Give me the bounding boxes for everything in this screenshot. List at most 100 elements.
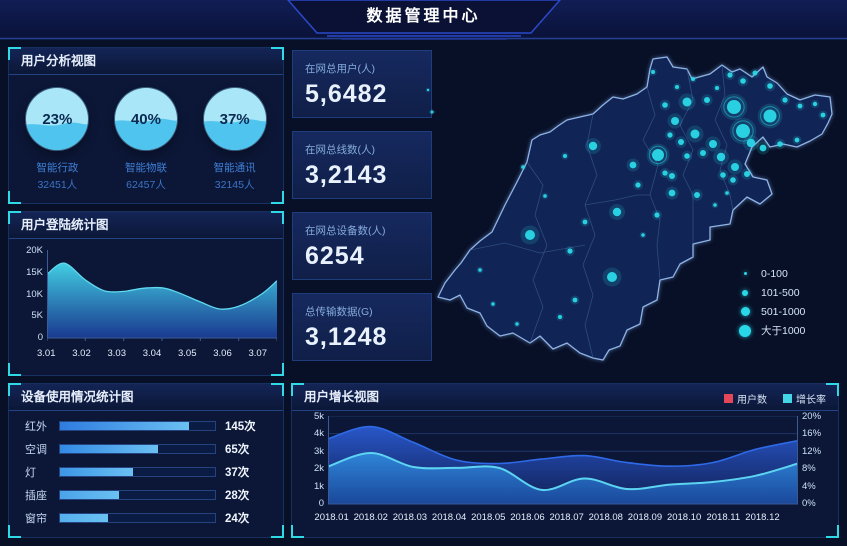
map-bubble (740, 78, 746, 84)
device-bar-label: 窗帘 (25, 512, 47, 525)
x-axis-tick-label: 2018.03 (392, 512, 428, 523)
map-bubble (629, 161, 637, 169)
x-axis-tick-label: 3.05 (178, 348, 197, 359)
x-axis-tick-label: 3.03 (107, 348, 127, 359)
map-bubble (794, 137, 800, 143)
corner-decoration (271, 525, 284, 538)
map-bubble (763, 109, 777, 123)
y-axis-tick-label: 0% (802, 497, 816, 509)
map-bubble (572, 297, 578, 303)
map-bubble (727, 72, 733, 78)
y-axis-tick-label: 4k (313, 428, 324, 440)
map-bubble (651, 70, 655, 74)
gauge-label: 智能通讯 (213, 162, 256, 174)
device-bar-label: 插座 (25, 489, 47, 502)
device-bar-track (59, 489, 216, 500)
bubble-size-dot (740, 307, 750, 316)
login-chart-plot (47, 250, 277, 341)
y-axis-tick-label: 0 (318, 497, 324, 509)
liquid-gauge: 40% 智能物联 62457人 (106, 88, 186, 192)
stat-card-total-devices: 在网总设备数(人) 6254 (292, 212, 432, 280)
map-bubble (709, 140, 717, 148)
corner-decoration (291, 525, 304, 538)
gauge-wave (203, 119, 266, 150)
map-bubble (700, 150, 706, 156)
stat-label: 在网总设备数(人) (305, 225, 386, 237)
map-bubble (715, 86, 719, 90)
y-axis-tick-label: 0 (37, 332, 43, 343)
login-area-chart: 20K 15K 10K 5K 0 3.01 3.02 3.03 3.04 3.05 3.06 3.0… (17, 245, 277, 369)
x-axis-tick-label: 2018.04 (431, 512, 467, 523)
map-bubble (797, 103, 803, 109)
stat-card-total-lines: 在网总线数(人) 3,2143 (292, 131, 432, 199)
map-bubble (612, 207, 622, 217)
map-bubble (478, 268, 482, 272)
map-bubble (607, 272, 617, 282)
device-bar-list: 红外 145次 空调 65次 灯 37次 插座 28次 窗帘 (25, 414, 271, 529)
panel-login-stats: 用户登陆统计图 20K 15K 10K 5K 0 3.01 3.02 3.03 3.04 3.0… (8, 211, 284, 376)
map-bubble (744, 171, 750, 177)
x-axis-tick-label: 2018.02 (353, 512, 388, 523)
map-bubble (691, 77, 695, 81)
x-axis-tick-label: 3.07 (248, 348, 268, 359)
x-axis-tick-label: 2018.06 (510, 512, 545, 523)
device-bar-fill (60, 513, 109, 522)
map-bubble (767, 83, 773, 89)
map-bubble (746, 138, 756, 148)
map-bubble (777, 141, 783, 147)
map-bubble (694, 192, 700, 198)
corner-decoration (8, 211, 21, 224)
map-bubble (704, 97, 710, 103)
bubble-size-dot (739, 324, 751, 337)
map-legend-label: 大于1000 (761, 325, 806, 337)
device-bar-track (59, 466, 216, 477)
corner-decoration (8, 47, 21, 60)
map-bubble (491, 302, 495, 306)
map-bubble (820, 112, 826, 118)
map-bubble (669, 173, 675, 179)
map-legend-item: 501-1000 (737, 302, 805, 321)
map-bubble (759, 144, 767, 152)
corner-decoration (8, 191, 21, 204)
map-bubble (671, 117, 679, 125)
growth-chart-plot (328, 416, 798, 505)
corner-decoration (826, 383, 839, 396)
y-axis-tick-label: 3k (313, 445, 324, 457)
gauge-group: 23% 智能行政 32451人 40% 智能物联 62457人 37% 智能通讯… (13, 88, 279, 192)
legend-item-users[interactable]: 用户数 (724, 391, 767, 406)
x-axis-tick-label: 3.06 (213, 348, 232, 359)
device-bar-row: 窗帘 24次 (25, 510, 271, 526)
device-bar-value: 24次 (225, 512, 250, 525)
map-bubble (731, 163, 739, 171)
login-x-axis: 3.01 3.02 3.03 3.04 3.05 3.06 3.07 (37, 348, 267, 359)
growth-chart-legend: 用户数 增长率 (724, 391, 826, 406)
district-borders (469, 64, 734, 359)
x-axis-tick-label: 2018.11 (706, 512, 741, 523)
map-bubble (635, 182, 641, 188)
device-bar-fill (60, 444, 158, 453)
device-bar-value: 145次 (225, 420, 256, 433)
gauge-label: 智能行政 (36, 162, 79, 174)
x-axis-tick-label: 3.04 (142, 348, 162, 359)
map-bubble (812, 101, 818, 107)
map-bubble (690, 129, 700, 139)
x-axis-tick-label: 2018.08 (588, 512, 623, 523)
map-legend-label: 501-1000 (761, 305, 806, 318)
map-bubble (641, 233, 645, 237)
device-bar-value: 65次 (225, 443, 250, 456)
corner-decoration (8, 525, 21, 538)
gauge-percent: 37% (219, 110, 250, 128)
map-bubble (684, 153, 690, 159)
map-bubble (736, 124, 750, 138)
map-bubble (543, 194, 547, 198)
map-legend-label: 0-100 (761, 267, 788, 280)
page-title: 数据管理中心 (366, 8, 481, 25)
device-bar-label: 灯 (25, 466, 36, 479)
device-bar-label: 红外 (25, 420, 47, 433)
panel-title-device-usage: 设备使用情况统计图 (9, 384, 283, 411)
map-bubble (782, 97, 788, 103)
y-axis-tick-label: 5K (31, 310, 43, 322)
map-bubble (675, 85, 679, 89)
legend-item-growth-rate[interactable]: 增长率 (783, 391, 826, 406)
gauge-percent: 40% (130, 110, 161, 128)
